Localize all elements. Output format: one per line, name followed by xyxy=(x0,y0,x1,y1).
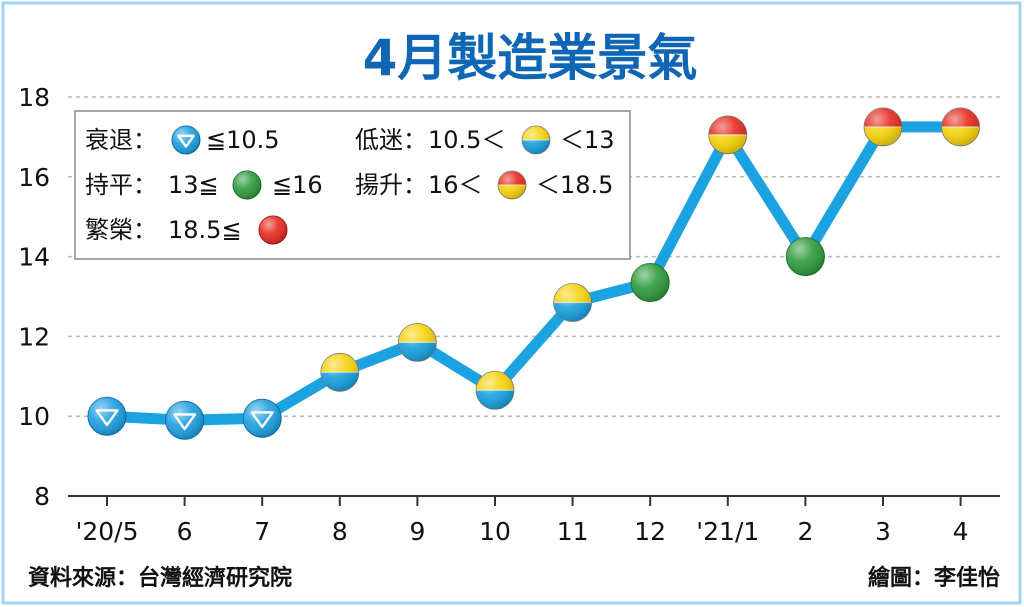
legend-rising-icon xyxy=(497,170,527,200)
data-point-low xyxy=(397,322,437,362)
boom-ball-icon xyxy=(258,215,288,245)
legend-low-icon xyxy=(521,125,551,155)
signal-markers xyxy=(87,107,980,440)
x-tick-label: 3 xyxy=(875,517,891,546)
legend-recession-label: 衰退： xyxy=(85,126,157,154)
data-point-rising xyxy=(941,107,980,147)
credit-note: 繪圖：李佳怡 xyxy=(868,565,1000,591)
y-tick-label: 14 xyxy=(18,243,50,272)
legend-stable-label: 持平： xyxy=(85,171,157,199)
legend-recession-rule: ≦10.5 xyxy=(206,126,280,154)
x-tick-label: 6 xyxy=(177,517,193,546)
y-tick-label: 10 xyxy=(18,402,50,431)
x-tick-label: 10 xyxy=(479,517,511,546)
data-point-recession xyxy=(87,396,127,436)
data-point-rising xyxy=(863,107,903,147)
y-tick-label: 12 xyxy=(18,322,50,351)
x-tick-label: 7 xyxy=(254,517,270,546)
x-tick-label: 2 xyxy=(797,517,813,546)
legend-rising-label: 揚升： xyxy=(355,171,427,199)
x-tick-label: 8 xyxy=(332,517,348,546)
legend-recession-icon xyxy=(171,125,201,155)
y-tick-label: 16 xyxy=(18,163,50,192)
legend: 衰退： ≦10.5 低迷： 10.5＜ ＜13 持平： 13≦ ≦16 揚升： … xyxy=(74,110,631,260)
data-point-stable xyxy=(630,263,670,303)
x-tick-label: 11 xyxy=(557,517,589,546)
data-point-low xyxy=(475,370,515,410)
legend-rising-rule-left: 16＜ xyxy=(428,171,483,199)
legend-stable-rule-left: 13≦ xyxy=(168,171,219,199)
legend-low-rule-left: 10.5＜ xyxy=(428,126,505,154)
data-point-low xyxy=(320,352,360,392)
source-note: 資料來源：台灣經濟研究院 xyxy=(28,565,292,591)
legend-stable-icon xyxy=(232,170,262,200)
y-tick-label: 18 xyxy=(18,83,50,112)
y-tick-label: 8 xyxy=(34,482,50,511)
x-tick-label: '20/5 xyxy=(75,517,138,546)
x-tick-label: 12 xyxy=(634,517,666,546)
recession-ball-icon xyxy=(171,125,201,155)
legend-boom-icon xyxy=(258,215,288,245)
legend-rising-rule-right: ＜18.5 xyxy=(536,171,613,199)
data-point-low xyxy=(553,283,592,322)
data-point-stable xyxy=(785,237,825,277)
low-ball-icon xyxy=(521,125,551,155)
data-point-recession xyxy=(165,400,205,440)
legend-boom-label: 繁榮： xyxy=(85,216,157,244)
y-axis-ticks: 8 10 12 14 16 18 xyxy=(18,83,50,511)
data-point-rising xyxy=(708,115,748,155)
x-tick-label: '21/1 xyxy=(696,517,759,546)
x-tick-label: 4 xyxy=(953,517,969,546)
x-axis: '20/5 6 7 8 9 10 11 12 '21/1 2 3 4 xyxy=(68,495,1000,546)
legend-stable-rule-right: ≦16 xyxy=(272,171,323,199)
chart-title: 4月製造業景氣 xyxy=(363,29,698,87)
x-tick-label: 9 xyxy=(409,517,425,546)
legend-boom-rule: 18.5≦ xyxy=(168,216,242,244)
data-point-recession xyxy=(242,398,282,438)
legend-low-rule-right: ＜13 xyxy=(560,126,615,154)
rising-ball-icon xyxy=(497,170,527,200)
stable-ball-icon xyxy=(232,170,262,200)
legend-low-label: 低迷： xyxy=(355,126,427,154)
